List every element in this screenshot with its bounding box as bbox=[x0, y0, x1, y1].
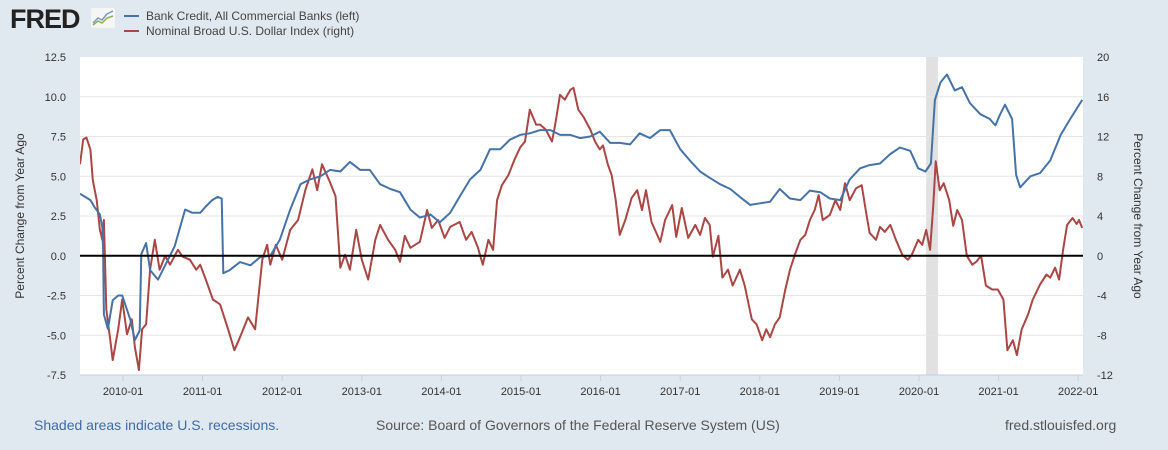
x-tick-label: 2017-01 bbox=[660, 386, 700, 398]
y-tick-right: -8 bbox=[1097, 330, 1107, 342]
x-tick-label: 2022-01 bbox=[1058, 386, 1098, 398]
legend-swatch-bank-credit bbox=[124, 15, 139, 18]
y-tick-right: 16 bbox=[1097, 92, 1109, 104]
source-text: Source: Board of Governors of the Federa… bbox=[376, 417, 780, 433]
y-axis-title-right: Percent Change from Year Ago bbox=[1131, 133, 1145, 299]
x-tick-label: 2014-01 bbox=[421, 386, 461, 398]
y-tick-right: -12 bbox=[1097, 370, 1113, 382]
y-tick-left: 12.5 bbox=[45, 52, 66, 64]
series-line-bank-credit bbox=[80, 73, 1083, 341]
x-tick-label: 2010-01 bbox=[103, 386, 143, 398]
y-tick-right: 20 bbox=[1097, 52, 1109, 64]
x-tick-label: 2018-01 bbox=[740, 386, 780, 398]
site-link[interactable]: fred.stlouisfed.org bbox=[1005, 417, 1117, 433]
y-tick-left: -5.0 bbox=[47, 330, 66, 342]
y-tick-left: 10.0 bbox=[45, 92, 66, 104]
recession-note-link[interactable]: Shaded areas indicate U.S. recessions. bbox=[34, 417, 280, 433]
x-tick-label: 2015-01 bbox=[501, 386, 541, 398]
y-tick-right: 4 bbox=[1097, 211, 1103, 223]
x-tick-label: 2011-01 bbox=[183, 386, 223, 398]
y-tick-right: 12 bbox=[1097, 132, 1109, 144]
y-tick-left: -7.5 bbox=[47, 370, 66, 382]
legend-item-bank-credit[interactable]: Bank Credit, All Commercial Banks (left) bbox=[124, 9, 359, 24]
x-tick-label: 2012-01 bbox=[262, 386, 302, 398]
x-tick-label: 2013-01 bbox=[342, 386, 382, 398]
y-tick-left: 5.0 bbox=[51, 171, 66, 183]
y-tick-right: 8 bbox=[1097, 171, 1103, 183]
chart-legend: Bank Credit, All Commercial Banks (left)… bbox=[124, 9, 359, 38]
x-tick-label: 2016-01 bbox=[580, 386, 620, 398]
legend-swatch-dollar-index bbox=[124, 29, 139, 32]
y-tick-left: 7.5 bbox=[51, 132, 66, 144]
x-tick-label: 2019-01 bbox=[819, 386, 859, 398]
y-tick-left: 2.5 bbox=[51, 211, 66, 223]
legend-item-dollar-index[interactable]: Nominal Broad U.S. Dollar Index (right) bbox=[124, 24, 359, 39]
y-tick-right: -4 bbox=[1097, 291, 1107, 303]
series-line-dollar-index bbox=[80, 86, 1083, 371]
legend-label-bank-credit: Bank Credit, All Commercial Banks (left) bbox=[146, 9, 360, 23]
chart-line-icon bbox=[91, 8, 115, 28]
y-tick-left: 0.0 bbox=[51, 251, 66, 263]
y-tick-left: -2.5 bbox=[47, 291, 66, 303]
x-tick-label: 2021-01 bbox=[978, 386, 1018, 398]
x-tick-label: 2020-01 bbox=[899, 386, 939, 398]
fred-logo[interactable]: FRED bbox=[10, 4, 80, 34]
y-axis-title-left: Percent Change from Year Ago bbox=[13, 133, 27, 299]
legend-label-dollar-index: Nominal Broad U.S. Dollar Index (right) bbox=[146, 23, 355, 38]
y-tick-right: 0 bbox=[1097, 251, 1103, 263]
